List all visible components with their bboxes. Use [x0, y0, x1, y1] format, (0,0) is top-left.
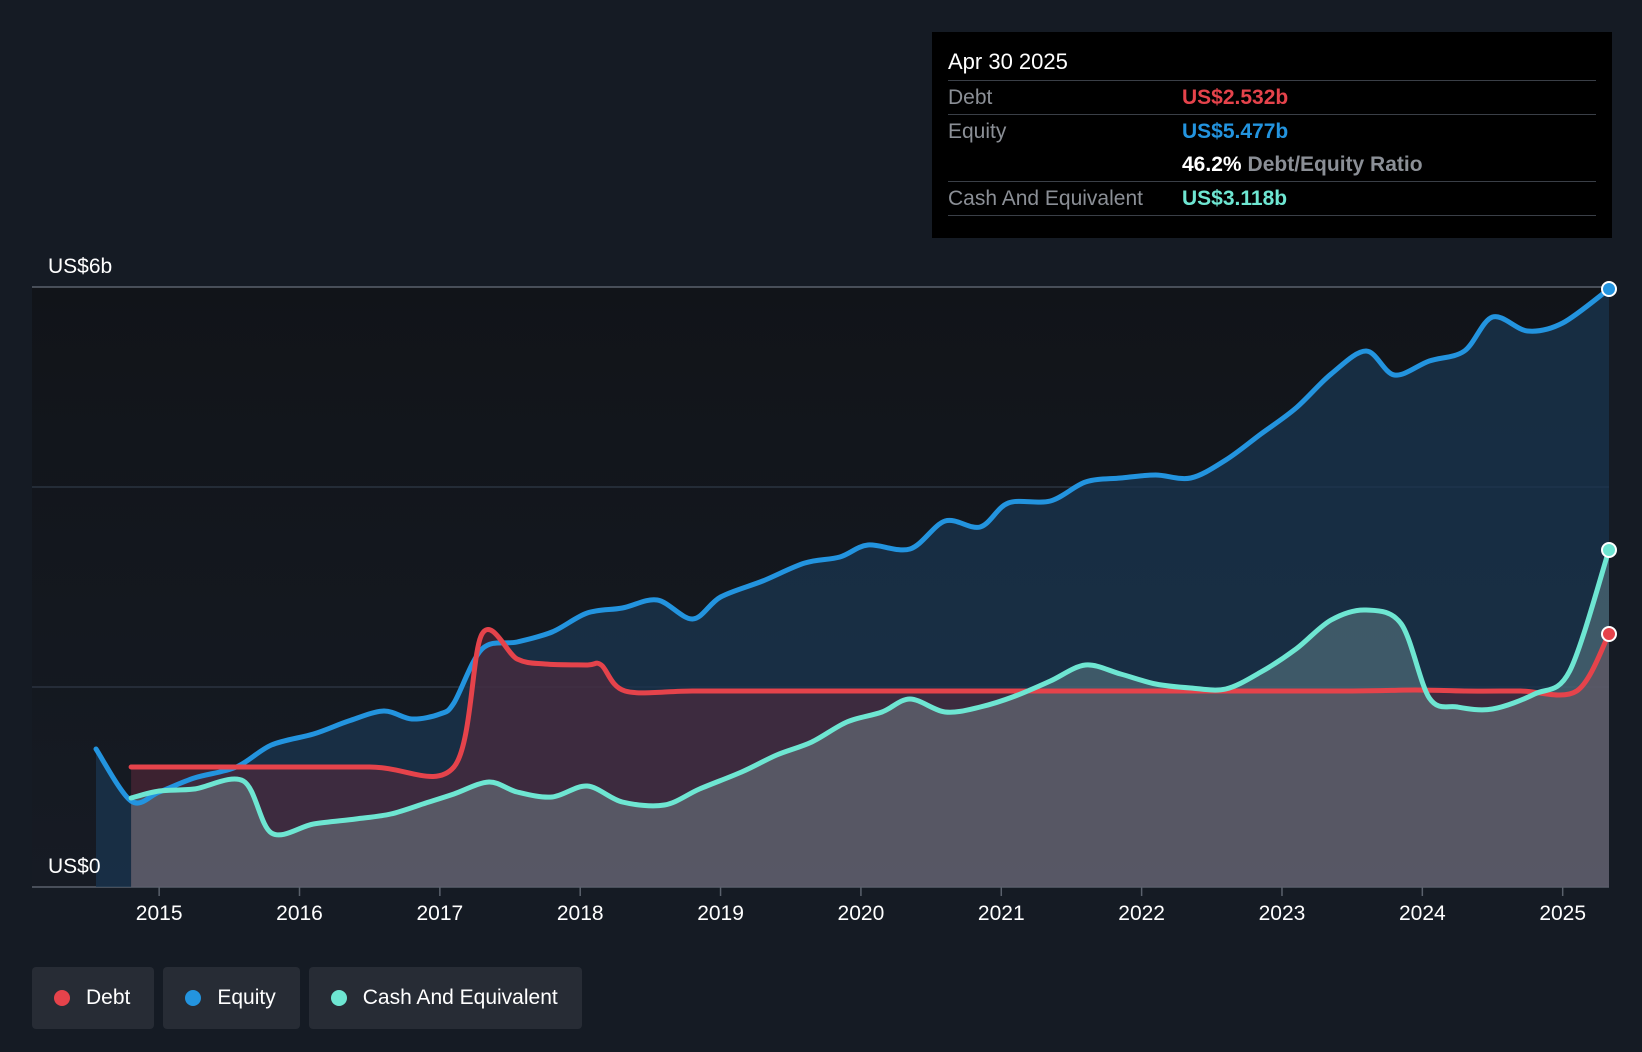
legend-cash-label: Cash And Equivalent — [362, 986, 558, 1009]
tooltip-ratio-label: Debt/Equity Ratio — [1247, 152, 1423, 176]
x-tick-label: 2024 — [1399, 902, 1446, 925]
legend-equity-button[interactable]: Equity — [163, 967, 300, 1029]
equity-dot-icon — [185, 990, 202, 1006]
tooltip-cash-label: Cash And Equivalent — [948, 186, 1143, 210]
debt-line — [128, 627, 1612, 779]
tooltip-equity-label: Equity — [948, 119, 1007, 143]
tooltip-equity-value: US$5.477b — [1182, 119, 1289, 143]
equity-end-point — [1601, 281, 1617, 297]
tooltip: Apr 30 2025 Debt US$2.532b Equity US$5.4… — [932, 32, 1612, 238]
legend: Debt Equity Cash And Equivalent — [32, 967, 582, 1029]
debt-area — [131, 629, 1610, 887]
tooltip-equity-row: Equity US$5.477b — [948, 114, 1596, 148]
tooltip-ratio-row: 46.2% Debt/Equity Ratio — [948, 148, 1596, 181]
tooltip-ratio-value: 46.2% — [1182, 152, 1242, 176]
x-tick-label: 2022 — [1118, 902, 1165, 925]
x-tick-label: 2025 — [1539, 902, 1586, 925]
legend-debt-button[interactable]: Debt — [32, 967, 155, 1029]
x-tick-label: 2016 — [276, 902, 323, 925]
equity-line — [93, 286, 1612, 806]
x-tick-label: 2021 — [978, 902, 1025, 925]
legend-cash-button[interactable]: Cash And Equivalent — [308, 967, 582, 1029]
debt-end-point — [1601, 626, 1617, 642]
x-tick-label: 2023 — [1259, 902, 1306, 925]
cash-area — [131, 550, 1610, 887]
x-tick-label: 2020 — [838, 902, 885, 925]
x-tick-label: 2018 — [557, 902, 604, 925]
tooltip-debt-row: Debt US$2.532b — [948, 80, 1596, 114]
debt-dot-icon — [54, 990, 70, 1006]
tooltip-cash-value: US$3.118b — [1182, 186, 1288, 210]
x-tick-label: 2017 — [417, 902, 464, 925]
tooltip-debt-label: Debt — [948, 85, 993, 109]
tooltip-debt-value: US$2.532b — [1182, 85, 1289, 109]
legend-equity-label: Equity — [217, 986, 276, 1009]
x-tick-label: 2019 — [697, 902, 744, 925]
tooltip-date: Apr 30 2025 — [948, 49, 1068, 74]
tooltip-cash-row: Cash And Equivalent US$3.118b — [948, 181, 1596, 216]
cash-dot-icon — [330, 990, 347, 1006]
y-tick-label-min: US$0 — [48, 855, 101, 878]
x-tick-label: 2015 — [136, 902, 183, 925]
cash-line — [128, 547, 1612, 838]
legend-debt-label: Debt — [86, 986, 131, 1009]
y-tick-label-max: US$6b — [48, 255, 112, 278]
cash-end-point — [1601, 542, 1617, 558]
